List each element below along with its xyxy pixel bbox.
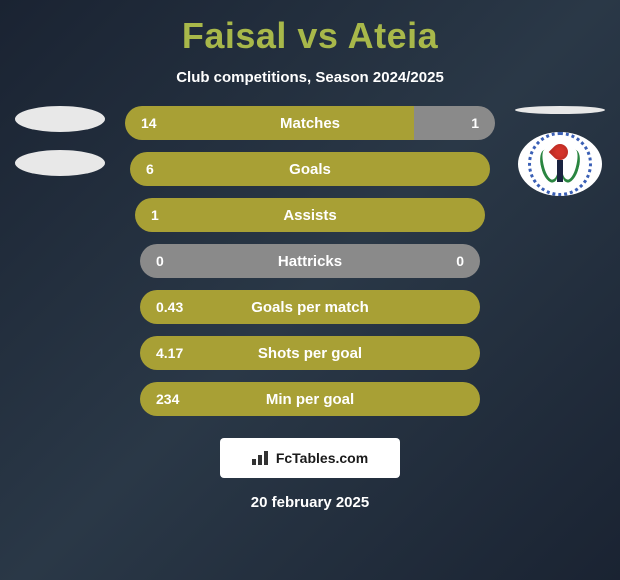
stat-area: 14 1 Matches 6 Goals 1 Assists 0 0 Hattricks 0.43 G… <box>0 106 620 416</box>
stat-label: Min per goal <box>266 391 354 408</box>
comparison-card: Faisal vs Ateia Club competitions, Seaso… <box>0 0 620 580</box>
player-right-badges <box>515 106 605 196</box>
stat-left-value: 1 <box>151 207 159 223</box>
stat-label: Matches <box>280 115 340 132</box>
stat-bar: 234 Min per goal <box>140 382 480 416</box>
stat-right-value: 0 <box>456 253 464 269</box>
stat-bar: 1 Assists <box>135 198 485 232</box>
page-title: Faisal vs Ateia <box>182 15 438 57</box>
stat-bar: 0.43 Goals per match <box>140 290 480 324</box>
branding-box[interactable]: FcTables.com <box>220 438 400 478</box>
placeholder-badge-icon <box>15 150 105 176</box>
stat-bar: 0 0 Hattricks <box>140 244 480 278</box>
branding-label: FcTables.com <box>276 450 368 466</box>
stat-left-value: 0 <box>156 253 164 269</box>
stat-label: Goals <box>289 161 331 178</box>
stat-left-value: 14 <box>141 115 157 131</box>
stat-left-value: 6 <box>146 161 154 177</box>
stat-label: Goals per match <box>251 299 369 316</box>
stat-left-value: 0.43 <box>156 299 183 315</box>
player-left-badges <box>15 106 105 196</box>
stat-label: Assists <box>283 207 336 224</box>
stat-bar: 4.17 Shots per goal <box>140 336 480 370</box>
stat-label: Shots per goal <box>258 345 362 362</box>
club-logo-icon <box>518 132 602 196</box>
stat-left-value: 4.17 <box>156 345 183 361</box>
stat-bar: 6 Goals <box>130 152 490 186</box>
stat-left-value: 234 <box>156 391 179 407</box>
stat-bar: 14 1 Matches <box>125 106 495 140</box>
footer-date: 20 february 2025 <box>251 494 369 511</box>
stat-label: Hattricks <box>278 253 342 270</box>
placeholder-badge-icon <box>15 106 105 132</box>
stat-right-value: 1 <box>471 115 479 131</box>
subtitle: Club competitions, Season 2024/2025 <box>176 69 444 86</box>
stat-right-segment: 1 <box>414 106 495 140</box>
bar-chart-icon <box>252 451 270 465</box>
stat-left-segment: 14 <box>125 106 414 140</box>
placeholder-badge-icon <box>515 106 605 114</box>
